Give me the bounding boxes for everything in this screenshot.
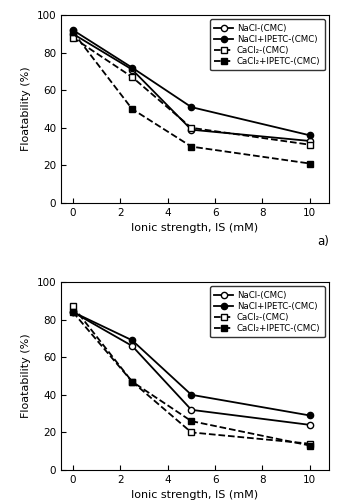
CaCl₂+IPETC-(CMC) xyxy=(308,160,312,166)
NaCl+IPETC-(CMC) xyxy=(130,338,134,344)
Line: NaCl-(CMC): NaCl-(CMC) xyxy=(70,309,313,428)
CaCl₂+IPETC-(CMC) xyxy=(190,144,194,150)
Line: CaCl₂-(CMC): CaCl₂-(CMC) xyxy=(70,304,313,447)
Line: CaCl₂-(CMC): CaCl₂-(CMC) xyxy=(70,34,313,148)
NaCl+IPETC-(CMC) xyxy=(130,64,134,70)
NaCl-(CMC) xyxy=(71,31,75,37)
Text: a): a) xyxy=(317,236,329,248)
NaCl-(CMC) xyxy=(130,343,134,349)
X-axis label: Ionic strength, IS (mM): Ionic strength, IS (mM) xyxy=(132,490,259,500)
Line: NaCl+IPETC-(CMC): NaCl+IPETC-(CMC) xyxy=(70,27,313,138)
NaCl-(CMC) xyxy=(308,422,312,428)
NaCl+IPETC-(CMC) xyxy=(308,132,312,138)
CaCl₂-(CMC) xyxy=(308,142,312,148)
Legend: NaCl-(CMC), NaCl+IPETC-(CMC), CaCl₂-(CMC), CaCl₂+IPETC-(CMC): NaCl-(CMC), NaCl+IPETC-(CMC), CaCl₂-(CMC… xyxy=(210,20,324,70)
Line: CaCl₂+IPETC-(CMC): CaCl₂+IPETC-(CMC) xyxy=(70,29,313,166)
Line: CaCl₂+IPETC-(CMC): CaCl₂+IPETC-(CMC) xyxy=(70,309,313,448)
NaCl-(CMC) xyxy=(308,138,312,144)
CaCl₂-(CMC) xyxy=(71,34,75,40)
NaCl+IPETC-(CMC) xyxy=(190,104,194,110)
CaCl₂+IPETC-(CMC) xyxy=(71,309,75,315)
CaCl₂-(CMC) xyxy=(130,378,134,384)
CaCl₂-(CMC) xyxy=(308,440,312,446)
CaCl₂+IPETC-(CMC) xyxy=(190,418,194,424)
CaCl₂+IPETC-(CMC) xyxy=(71,29,75,35)
CaCl₂-(CMC) xyxy=(190,125,194,131)
CaCl₂-(CMC) xyxy=(71,304,75,310)
CaCl₂+IPETC-(CMC) xyxy=(130,378,134,384)
NaCl-(CMC) xyxy=(190,407,194,413)
NaCl+IPETC-(CMC) xyxy=(190,392,194,398)
NaCl+IPETC-(CMC) xyxy=(71,309,75,315)
CaCl₂-(CMC) xyxy=(190,430,194,436)
Line: NaCl+IPETC-(CMC): NaCl+IPETC-(CMC) xyxy=(70,309,313,418)
NaCl+IPETC-(CMC) xyxy=(71,27,75,33)
CaCl₂+IPETC-(CMC) xyxy=(130,106,134,112)
X-axis label: Ionic strength, IS (mM): Ionic strength, IS (mM) xyxy=(132,224,259,234)
Legend: NaCl-(CMC), NaCl+IPETC-(CMC), CaCl₂-(CMC), CaCl₂+IPETC-(CMC): NaCl-(CMC), NaCl+IPETC-(CMC), CaCl₂-(CMC… xyxy=(210,286,324,338)
Y-axis label: Floatability (%): Floatability (%) xyxy=(21,66,31,152)
CaCl₂+IPETC-(CMC) xyxy=(308,442,312,448)
NaCl-(CMC) xyxy=(130,66,134,72)
CaCl₂-(CMC) xyxy=(130,74,134,80)
NaCl-(CMC) xyxy=(190,126,194,132)
NaCl-(CMC) xyxy=(71,309,75,315)
Line: NaCl-(CMC): NaCl-(CMC) xyxy=(70,30,313,144)
NaCl+IPETC-(CMC) xyxy=(308,412,312,418)
Y-axis label: Floatability (%): Floatability (%) xyxy=(21,334,31,418)
